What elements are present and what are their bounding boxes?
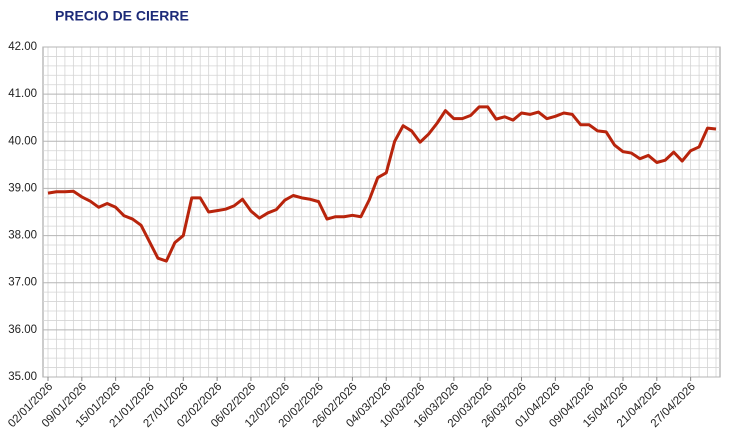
y-tick-label: 41.00: [8, 88, 37, 100]
y-tick-label: 42.00: [8, 41, 37, 53]
y-tick-label: 39.00: [8, 182, 37, 194]
y-tick-label: 40.00: [8, 135, 37, 147]
y-tick-label: 36.00: [8, 324, 37, 336]
chart-title: PRECIO DE CIERRE: [55, 8, 189, 24]
y-tick-label: 37.00: [8, 277, 37, 289]
price-line: [47, 105, 717, 263]
y-tick-label: 35.00: [8, 371, 37, 383]
y-tick-label: 38.00: [8, 230, 37, 242]
plot-area: [42, 46, 721, 378]
